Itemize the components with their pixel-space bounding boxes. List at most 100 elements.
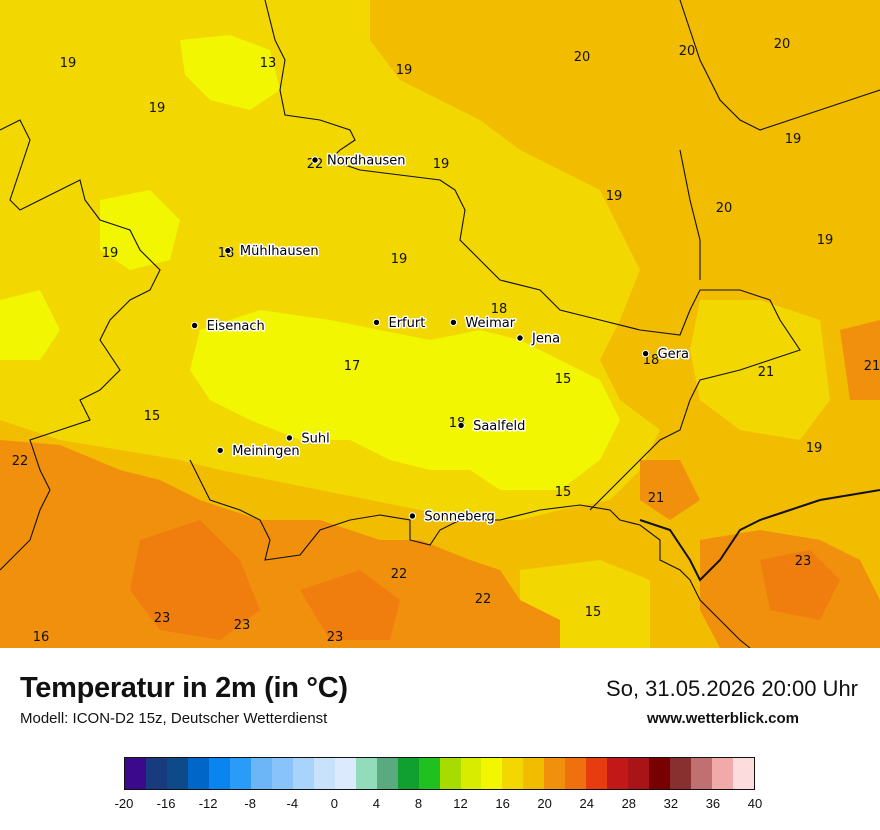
temperature-map: 1913192020201919191919201918191818171515… xyxy=(0,0,880,648)
color-scale-swatch xyxy=(565,758,587,789)
temperature-value: 19 xyxy=(433,157,450,172)
temperature-value: 15 xyxy=(585,605,602,620)
color-scale-swatch xyxy=(125,758,146,789)
city-label: Eisenach xyxy=(207,319,265,334)
color-scale-swatch xyxy=(439,758,461,789)
temperature-value: 19 xyxy=(102,246,119,261)
temperature-value: 19 xyxy=(817,233,834,248)
city-dot xyxy=(311,156,319,164)
temperature-value: 23 xyxy=(327,630,344,645)
temperature-value: 19 xyxy=(806,441,823,456)
color-scale-tick: -16 xyxy=(156,796,176,811)
temperature-value: 13 xyxy=(260,56,277,71)
valid-time: So, 31.05.2026 20:00 Uhr xyxy=(606,676,858,701)
color-scale-swatch xyxy=(166,758,188,789)
temperature-value: 22 xyxy=(391,567,408,582)
color-scale-swatch xyxy=(649,758,671,789)
color-scale-tick: 28 xyxy=(621,796,637,811)
city-dot xyxy=(516,334,524,342)
color-scale-swatch xyxy=(502,758,524,789)
color-scale xyxy=(124,757,755,790)
city-label: Weimar xyxy=(465,316,515,331)
temperature-value: 15 xyxy=(555,372,572,387)
city-markers: Nordhausen Mühlhausen Eisenach Erfurt Weimar… xyxy=(190,152,690,526)
city-label: Gera xyxy=(658,347,689,362)
temperature-value: 20 xyxy=(679,44,696,59)
color-scale-swatch xyxy=(691,758,713,789)
website-link[interactable]: www.wetterblick.com xyxy=(647,710,799,727)
color-scale-swatch xyxy=(187,758,209,789)
color-scale-swatch xyxy=(670,758,692,789)
temperature-value: 22 xyxy=(12,454,29,469)
color-scale-tick: -8 xyxy=(244,796,256,811)
color-scale-swatch xyxy=(229,758,251,789)
color-scale-tick: -20 xyxy=(114,796,134,811)
color-scale-tick: 12 xyxy=(453,796,468,811)
temperature-value: 19 xyxy=(606,189,623,204)
color-scale-tick: 0 xyxy=(330,796,338,811)
temperature-value: 15 xyxy=(144,409,161,424)
temperature-value: 23 xyxy=(795,554,812,569)
color-scale-swatch xyxy=(271,758,293,789)
temperature-value: 19 xyxy=(785,132,802,147)
city-dot xyxy=(408,512,417,520)
temperature-value: 18 xyxy=(491,302,508,317)
color-scale-swatch xyxy=(376,758,398,789)
color-scale-swatch xyxy=(733,758,755,789)
color-scale-swatch xyxy=(460,758,482,789)
state-borders xyxy=(0,0,880,648)
temperature-value: 19 xyxy=(396,63,413,78)
color-scale-ticks: -20 -16 -12 -8 -4 0 4 8 12 16 20 24 28 32 36 40 xyxy=(115,796,763,816)
temperature-value: 16 xyxy=(33,630,50,645)
color-scale-tick: 4 xyxy=(372,796,381,811)
color-scale-swatch xyxy=(292,758,314,789)
color-scale-tick: 32 xyxy=(663,796,679,811)
field-15 xyxy=(0,35,620,490)
city-dot xyxy=(457,421,465,430)
color-scale-tick: 20 xyxy=(537,796,552,811)
color-scale-swatch xyxy=(418,758,440,789)
city-dot xyxy=(216,446,224,455)
model-info: Modell: ICON-D2 15z, Deutscher Wetterdie… xyxy=(20,710,328,727)
temperature-value: 19 xyxy=(391,252,408,267)
temperature-value: 17 xyxy=(344,359,361,374)
color-scale-swatch xyxy=(397,758,419,789)
country-border xyxy=(639,489,880,582)
color-scale-tick: -4 xyxy=(286,796,299,811)
temperature-value: 21 xyxy=(864,359,880,374)
color-scale-tick: -12 xyxy=(198,796,218,811)
temperature-value: 20 xyxy=(574,50,591,65)
temperature-value: 21 xyxy=(648,491,665,506)
city-label: Mühlhausen xyxy=(240,244,319,259)
city-dot xyxy=(372,318,381,327)
city-label: Erfurt xyxy=(389,316,426,331)
color-scale-swatch xyxy=(355,758,377,789)
color-scale-tick: 36 xyxy=(705,796,721,811)
city-dot xyxy=(285,434,294,442)
city-dot xyxy=(190,321,199,330)
color-scale-tick: 40 xyxy=(747,796,763,811)
temperature-value: 15 xyxy=(555,485,572,500)
temperature-value: 20 xyxy=(774,37,791,52)
temperature-value: 23 xyxy=(234,618,251,633)
city-label: Nordhausen xyxy=(327,154,406,169)
temperature-values: 1913192020201919191919201918191818171515… xyxy=(12,37,880,645)
city-label: Suhl xyxy=(301,431,329,446)
color-scale-swatch xyxy=(607,758,629,789)
color-scale-swatch xyxy=(250,758,272,789)
color-scale-swatch xyxy=(628,758,650,789)
city-label: Jena xyxy=(531,332,560,347)
city-dot xyxy=(449,318,458,327)
temperature-value: 19 xyxy=(149,101,166,116)
color-scale-swatch xyxy=(712,758,734,789)
color-scale-tick: 8 xyxy=(414,796,423,811)
color-scale-tick: 24 xyxy=(579,796,594,811)
city-label: Saalfeld xyxy=(473,419,525,434)
temperature-value: 19 xyxy=(60,56,77,71)
temperature-value: 22 xyxy=(307,157,324,172)
temperature-value: 23 xyxy=(154,611,171,626)
temperature-value: 20 xyxy=(716,201,733,216)
color-scale-swatch xyxy=(544,758,566,789)
color-scale-tick: 16 xyxy=(495,796,510,811)
color-scale-swatch xyxy=(523,758,545,789)
